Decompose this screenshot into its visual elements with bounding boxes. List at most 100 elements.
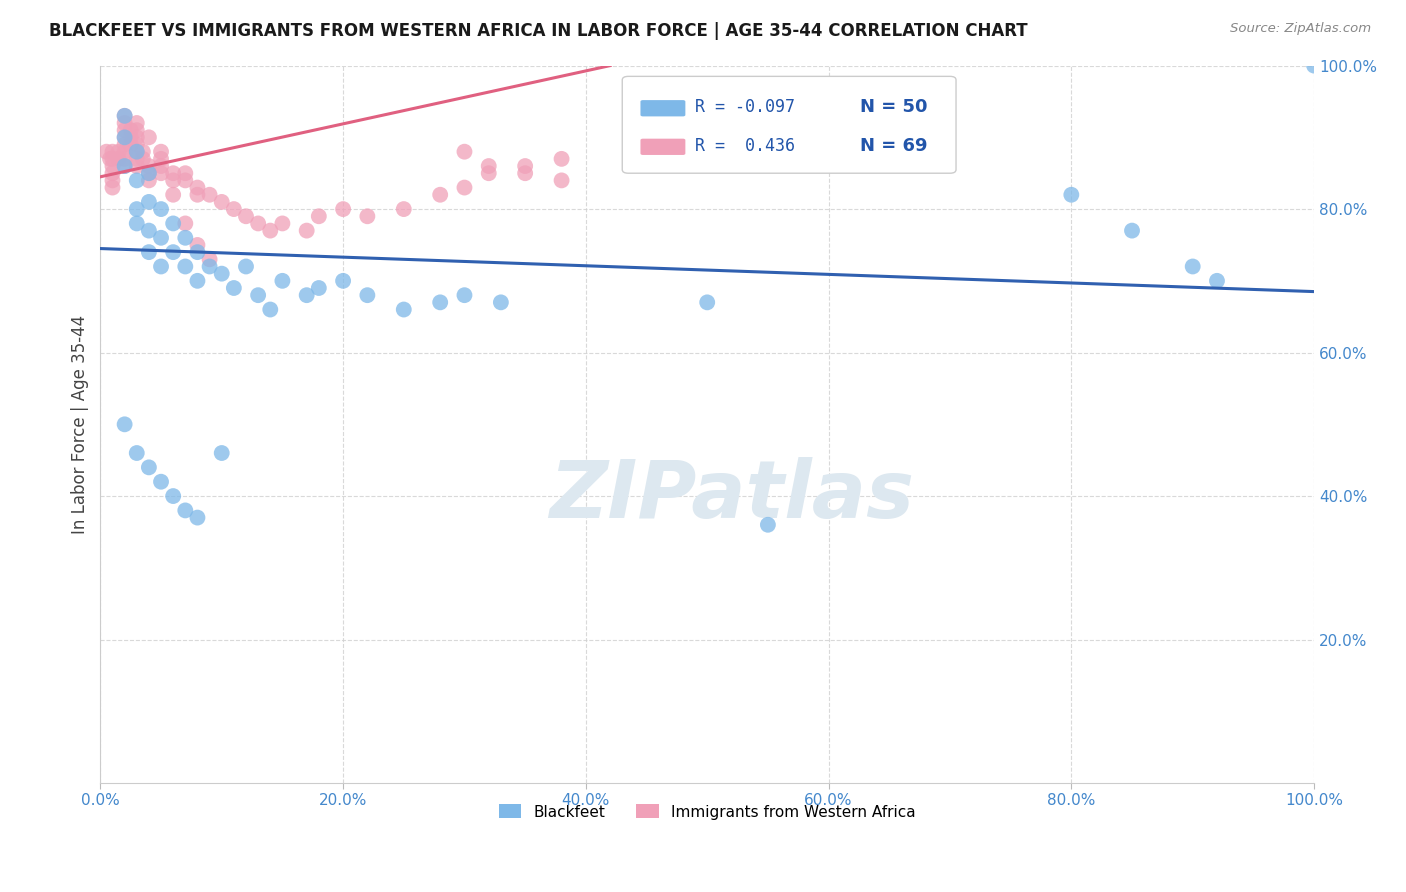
Point	[186, 245, 208, 260]
Point	[478, 166, 501, 180]
Point	[114, 145, 136, 159]
Point	[211, 446, 233, 460]
Point	[101, 159, 124, 173]
Point	[125, 130, 148, 145]
Point	[453, 288, 475, 302]
Point	[186, 238, 208, 252]
Point	[356, 209, 378, 223]
Point	[101, 152, 124, 166]
Text: N = 50: N = 50	[860, 98, 928, 116]
Point	[162, 173, 184, 187]
Point	[114, 159, 136, 173]
Point	[489, 295, 512, 310]
Point	[1206, 274, 1229, 288]
Point	[114, 159, 136, 173]
Point	[1181, 260, 1204, 274]
Point	[98, 152, 121, 166]
Point	[271, 274, 294, 288]
Point	[125, 152, 148, 166]
Point	[550, 152, 572, 166]
Point	[162, 187, 184, 202]
Point	[125, 145, 148, 159]
Point	[138, 173, 160, 187]
Point	[125, 145, 148, 159]
Point	[392, 202, 415, 216]
Point	[150, 145, 173, 159]
Point	[132, 145, 155, 159]
Point	[132, 152, 155, 166]
Point	[114, 130, 136, 145]
FancyBboxPatch shape	[641, 138, 685, 155]
Point	[186, 180, 208, 194]
Point	[114, 116, 136, 130]
Point	[429, 295, 451, 310]
Point	[235, 209, 257, 223]
Point	[138, 194, 160, 209]
Point	[308, 209, 330, 223]
Point	[114, 123, 136, 137]
Text: R =  0.436: R = 0.436	[695, 136, 794, 155]
Point	[295, 224, 318, 238]
Point	[174, 231, 197, 245]
Point	[235, 260, 257, 274]
Text: ZIPatlas: ZIPatlas	[548, 457, 914, 535]
Point	[453, 145, 475, 159]
Point	[198, 260, 221, 274]
Point	[247, 288, 270, 302]
Point	[150, 202, 173, 216]
Point	[107, 145, 129, 159]
Point	[150, 260, 173, 274]
Point	[186, 187, 208, 202]
Point	[162, 216, 184, 230]
Point	[515, 159, 537, 173]
Point	[125, 123, 148, 137]
Point	[308, 281, 330, 295]
Point	[174, 216, 197, 230]
Point	[125, 116, 148, 130]
Point	[295, 288, 318, 302]
Point	[174, 260, 197, 274]
Point	[96, 145, 118, 159]
Point	[198, 252, 221, 267]
Point	[1121, 224, 1143, 238]
Point	[696, 295, 718, 310]
FancyBboxPatch shape	[641, 100, 685, 116]
Point	[114, 137, 136, 152]
Point	[150, 475, 173, 489]
Point	[150, 231, 173, 245]
Point	[125, 173, 148, 187]
FancyBboxPatch shape	[623, 77, 956, 173]
Point	[120, 130, 142, 145]
Text: R = -0.097: R = -0.097	[695, 98, 794, 116]
Point	[453, 180, 475, 194]
Point	[125, 137, 148, 152]
Point	[114, 417, 136, 432]
Point	[174, 503, 197, 517]
Point	[101, 145, 124, 159]
Point	[120, 137, 142, 152]
Text: BLACKFEET VS IMMIGRANTS FROM WESTERN AFRICA IN LABOR FORCE | AGE 35-44 CORRELATI: BLACKFEET VS IMMIGRANTS FROM WESTERN AFR…	[49, 22, 1028, 40]
Point	[211, 194, 233, 209]
Point	[186, 274, 208, 288]
Point	[101, 173, 124, 187]
Point	[429, 187, 451, 202]
Point	[138, 166, 160, 180]
Legend: Blackfeet, Immigrants from Western Africa: Blackfeet, Immigrants from Western Afric…	[492, 798, 922, 826]
Point	[356, 288, 378, 302]
Point	[756, 517, 779, 532]
Point	[107, 152, 129, 166]
Point	[114, 109, 136, 123]
Point	[138, 159, 160, 173]
Point	[259, 224, 281, 238]
Point	[1060, 187, 1083, 202]
Point	[271, 216, 294, 230]
Point	[222, 281, 245, 295]
Point	[150, 166, 173, 180]
Point	[332, 274, 354, 288]
Point	[332, 202, 354, 216]
Point	[1303, 59, 1326, 73]
Point	[125, 446, 148, 460]
Point	[125, 202, 148, 216]
Point	[150, 152, 173, 166]
Point	[120, 123, 142, 137]
